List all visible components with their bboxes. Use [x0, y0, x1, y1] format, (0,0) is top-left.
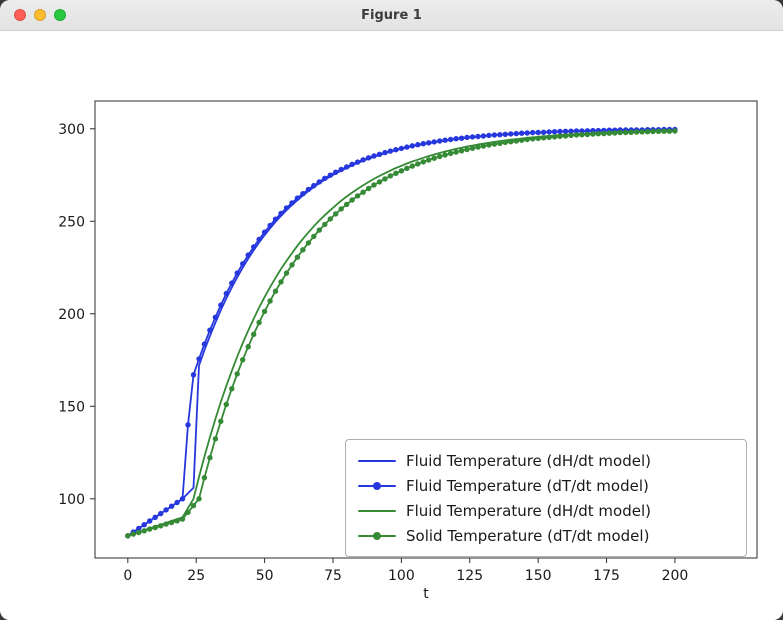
legend-label: Fluid Temperature (dT/dt model)	[406, 476, 649, 495]
legend-swatch-marker-green	[358, 529, 396, 543]
y-tick-label: 200	[58, 307, 85, 323]
x-tick-label: 125	[456, 568, 483, 584]
legend-row-0: Fluid Temperature (dH/dt model)	[358, 448, 736, 473]
close-button[interactable]	[14, 9, 26, 21]
plot-svg: 0 25 50 75 100 125 150 175 200 100 150 200 250 300 t	[58, 100, 758, 602]
series-markers-1	[125, 126, 678, 539]
x-tick-label: 200	[662, 568, 689, 584]
x-tick-label: 100	[388, 568, 415, 584]
x-tick-label: 25	[187, 568, 205, 584]
legend-row-1: Fluid Temperature (dT/dt model)	[358, 473, 736, 498]
legend-row-3: Solid Temperature (dT/dt model)	[358, 523, 736, 548]
y-tick-label: 300	[58, 122, 85, 138]
legend-swatch-line-green	[358, 504, 396, 518]
y-tick-label: 150	[58, 399, 85, 415]
zoom-button[interactable]	[54, 9, 66, 21]
legend-row-2: Fluid Temperature (dH/dt model)	[358, 498, 736, 523]
x-tick-label: 175	[593, 568, 620, 584]
x-tick-label: 75	[324, 568, 342, 584]
x-tick-label: 0	[123, 568, 132, 584]
x-tick-label: 150	[525, 568, 552, 584]
legend-swatch-line-blue	[358, 454, 396, 468]
legend-swatch-marker-blue	[358, 479, 396, 493]
series-markers-3	[125, 128, 678, 539]
legend-label: Fluid Temperature (dH/dt model)	[406, 501, 651, 520]
y-tick-label: 250	[58, 214, 85, 230]
legend-label: Fluid Temperature (dH/dt model)	[406, 451, 651, 470]
minimize-button[interactable]	[34, 9, 46, 21]
axes-frame	[94, 100, 758, 559]
figure-canvas: 0 25 50 75 100 125 150 175 200 100 150 200 250 300 t F…	[0, 31, 783, 620]
legend-label: Solid Temperature (dT/dt model)	[406, 526, 650, 545]
window-title: Figure 1	[361, 7, 422, 23]
legend: Fluid Temperature (dH/dt model) Fluid Te…	[345, 439, 747, 557]
x-axis-label: t	[423, 586, 429, 602]
window-controls	[14, 0, 66, 30]
x-tick-label: 50	[256, 568, 274, 584]
y-tick-label: 100	[58, 492, 85, 508]
titlebar[interactable]: Figure 1	[0, 0, 783, 31]
